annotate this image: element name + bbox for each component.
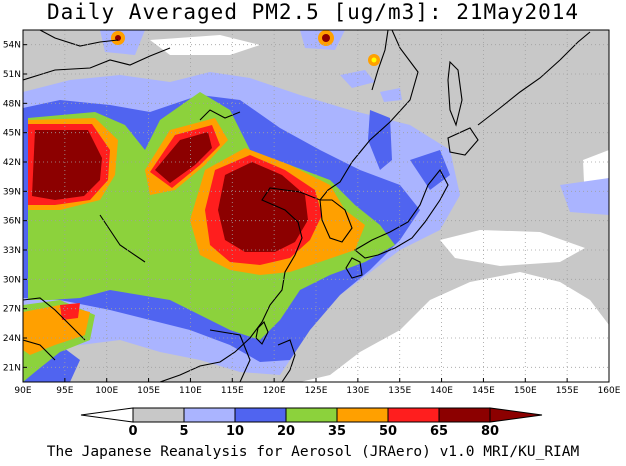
coastline-philippines	[277, 339, 296, 382]
lat-tick-label: 45N	[3, 129, 21, 139]
lon-tick-label: 150E	[514, 386, 537, 396]
legend-swatch	[336, 407, 389, 423]
coastline-taiwan	[255, 321, 269, 345]
coastline-kamchatka	[559, 31, 591, 61]
color-legend: 0 5 10 20 35 50 65 80	[80, 407, 543, 439]
pm25-35-50-area	[145, 245, 200, 290]
border-line	[39, 30, 119, 47]
legend-label: 5	[179, 424, 188, 439]
legend-swatch	[285, 407, 338, 423]
lon-tick-label: 125E	[305, 386, 328, 396]
border-line	[371, 30, 389, 91]
longitude-axis: 90E 95E 100E 105E 110E 115E 120E 125E 130E 135E 14…	[14, 378, 621, 396]
border-line	[99, 214, 146, 263]
legend-swatch	[132, 407, 185, 423]
pm25-over-80-area	[155, 132, 212, 183]
coastline-korea	[319, 199, 353, 243]
lon-tick-label: 140E	[430, 386, 453, 396]
map-title: Daily Averaged PM2.5 [ug/m3]: 21May2014	[46, 0, 580, 24]
coastlines	[23, 30, 591, 382]
lon-tick-label: 100E	[95, 386, 118, 396]
pm25-20-35-area	[410, 150, 450, 190]
coastline-japan-kyushu	[345, 257, 363, 279]
border-line	[209, 329, 251, 382]
legend-label: 0	[128, 424, 137, 439]
legend-swatch	[80, 407, 134, 423]
legend-swatch	[183, 407, 236, 423]
pm25-hotspot	[322, 34, 330, 42]
lat-tick-label: 48N	[3, 99, 21, 109]
legend-label: 65	[430, 424, 448, 439]
coastline-japan-honshu	[354, 169, 449, 259]
border-line	[23, 47, 171, 81]
lat-tick-label: 54N	[3, 41, 21, 51]
legend-swatch	[438, 407, 491, 423]
lat-tick-label: 24N	[3, 334, 21, 344]
coastline-sakhalin	[447, 60, 463, 127]
lon-tick-label: 105E	[137, 386, 160, 396]
lon-tick-label: 145E	[472, 386, 495, 396]
coastline-kuril	[477, 59, 561, 126]
legend-label: 10	[226, 424, 244, 439]
pm25-hotspot	[371, 57, 377, 63]
border-line	[23, 297, 86, 341]
lat-tick-label: 27N	[3, 305, 21, 315]
lon-tick-label: 160E	[598, 386, 621, 396]
grid-lines	[23, 30, 609, 382]
lon-tick-label: 110E	[179, 386, 202, 396]
lat-tick-label: 39N	[3, 187, 21, 197]
lon-tick-label: 120E	[263, 386, 286, 396]
lat-tick-label: 36N	[3, 217, 21, 227]
lat-tick-label: 33N	[3, 246, 21, 256]
coastline-mainland	[159, 30, 419, 382]
lon-tick-label: 135E	[388, 386, 411, 396]
pm25-hotspot	[115, 35, 121, 41]
pm25-0-5-area	[440, 230, 585, 266]
lat-tick-label: 42N	[3, 158, 21, 168]
lat-tick-label: 21N	[3, 363, 21, 373]
legend-label: 35	[328, 424, 346, 439]
pm25-10-20-area	[380, 88, 402, 102]
coastline-japan-hokkaido	[447, 127, 479, 156]
legend-label: 80	[481, 424, 499, 439]
pm25-65-80-area	[60, 303, 80, 320]
lon-tick-label: 155E	[556, 386, 579, 396]
legend-swatch	[489, 407, 543, 423]
pm25-over-80-area	[218, 162, 308, 252]
lat-tick-label: 51N	[3, 70, 21, 80]
pm25-0-5-area	[440, 318, 590, 372]
latitude-axis: 54N 51N 48N 45N 42N 39N 36N 33N 30N 27N 24N 21N	[3, 41, 27, 373]
legend-label: 50	[379, 424, 397, 439]
legend-swatch	[234, 407, 287, 423]
pm25-over-80-area	[32, 130, 102, 200]
lon-tick-label: 95E	[56, 386, 73, 396]
lat-tick-label: 30N	[3, 275, 21, 285]
footer-credit: The Japanese Reanalysis for Aerosol (JRA…	[46, 444, 580, 460]
legend-swatch	[387, 407, 440, 423]
legend-label: 20	[277, 424, 295, 439]
pm25-10-20-area	[560, 178, 609, 215]
border-line	[23, 339, 56, 361]
lon-tick-label: 90E	[14, 386, 31, 396]
lon-tick-label: 115E	[221, 386, 244, 396]
lon-tick-label: 130E	[346, 386, 369, 396]
